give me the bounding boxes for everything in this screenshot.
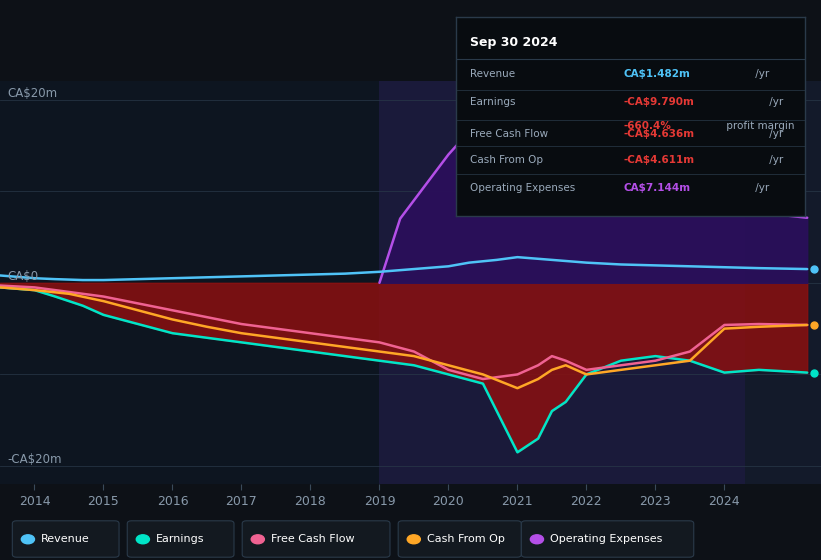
Bar (379, 81, 745, 484)
Text: -CA$4.611m: -CA$4.611m (623, 155, 695, 165)
Text: CA$7.144m: CA$7.144m (623, 183, 690, 193)
Text: Free Cash Flow: Free Cash Flow (271, 534, 355, 544)
Text: profit margin: profit margin (723, 121, 795, 131)
Text: -660.4%: -660.4% (623, 121, 671, 131)
Text: Cash From Op: Cash From Op (427, 534, 505, 544)
Text: /yr: /yr (766, 129, 783, 139)
Text: Operating Expenses: Operating Expenses (550, 534, 663, 544)
Text: CA$20m: CA$20m (7, 87, 57, 100)
Bar (745, 81, 821, 484)
Text: Sep 30 2024: Sep 30 2024 (470, 36, 557, 49)
Text: Revenue: Revenue (470, 69, 515, 80)
Text: CA$1.482m: CA$1.482m (623, 69, 690, 80)
Text: CA$0: CA$0 (7, 270, 38, 283)
Text: /yr: /yr (752, 183, 769, 193)
Text: /yr: /yr (752, 69, 769, 80)
Text: /yr: /yr (766, 97, 783, 108)
Text: /yr: /yr (766, 155, 783, 165)
Text: Revenue: Revenue (41, 534, 89, 544)
Text: -CA$4.636m: -CA$4.636m (623, 129, 695, 139)
Text: -CA$20m: -CA$20m (7, 453, 62, 466)
Text: -CA$9.790m: -CA$9.790m (623, 97, 694, 108)
Text: Operating Expenses: Operating Expenses (470, 183, 575, 193)
Text: Earnings: Earnings (156, 534, 204, 544)
Text: Earnings: Earnings (470, 97, 515, 108)
Text: Cash From Op: Cash From Op (470, 155, 543, 165)
Text: Free Cash Flow: Free Cash Flow (470, 129, 548, 139)
